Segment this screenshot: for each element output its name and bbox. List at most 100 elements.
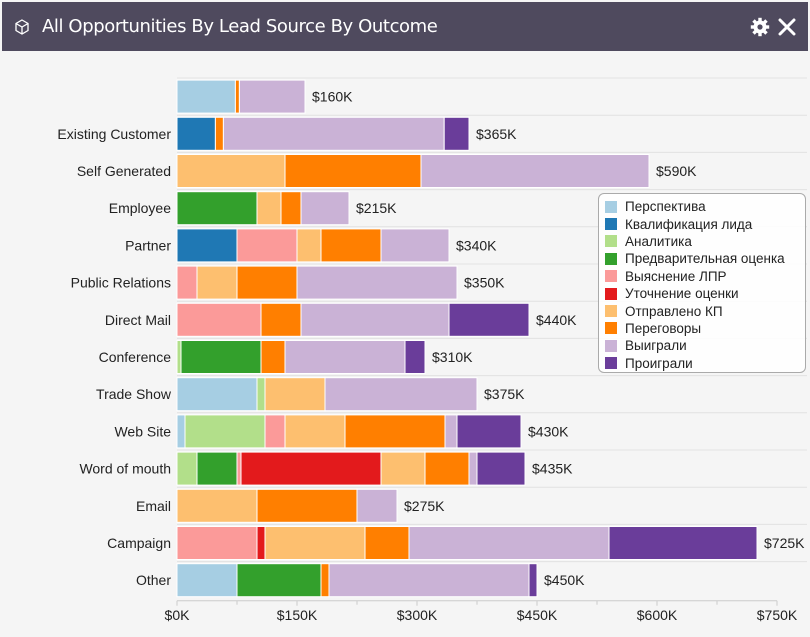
bar-segment	[264, 526, 366, 560]
bar-segment	[300, 191, 350, 226]
bar-segment	[176, 451, 198, 486]
bar-segment	[176, 79, 236, 114]
total-label: $590K	[656, 163, 697, 179]
bar-segment	[468, 451, 478, 486]
total-label: $310K	[432, 349, 473, 365]
x-tick-label: $300K	[397, 607, 438, 623]
legend-label: Квалификация лида	[625, 216, 753, 232]
legend-swatch	[605, 322, 617, 335]
bar-segment	[184, 414, 266, 449]
close-icon[interactable]	[778, 18, 796, 36]
total-label: $725K	[764, 535, 805, 551]
bar-segment	[236, 265, 298, 300]
bar-segment	[448, 302, 530, 337]
category-label: Direct Mail	[105, 312, 171, 328]
x-tick-label: $600K	[637, 607, 678, 623]
category-label: Campaign	[107, 535, 171, 551]
bar-segment	[176, 265, 198, 300]
bar-segment	[320, 563, 330, 598]
legend-label: Аналитика	[625, 233, 692, 249]
legend-item: Уточнение оценки	[605, 285, 805, 302]
bar-segment	[380, 228, 450, 263]
bar-segment	[344, 414, 446, 449]
bar-segment	[176, 340, 182, 374]
bar-segment	[196, 265, 238, 300]
legend-swatch	[605, 200, 617, 213]
legend-item: Выиграли	[605, 337, 805, 354]
category-label: Conference	[99, 349, 172, 365]
bar-segment	[238, 79, 306, 114]
total-label: $450K	[544, 572, 585, 588]
legend-label: Выиграли	[625, 338, 687, 354]
bar-segment	[284, 340, 406, 374]
bar-segment	[176, 116, 216, 151]
category-label: Web Site	[114, 423, 171, 439]
bar-segment	[214, 116, 224, 151]
category-label: Other	[136, 572, 171, 588]
dashlet-title: All Opportunities By Lead Source By Outc…	[42, 16, 438, 37]
legend-item: Переговоры	[605, 320, 805, 337]
bar-segment	[280, 191, 302, 226]
legend-item: Предварительная оценка	[605, 250, 805, 267]
legend-item: Аналитика	[605, 233, 805, 250]
bar-segment	[456, 414, 522, 449]
category-label: Employee	[109, 200, 171, 216]
bar-segment	[328, 563, 530, 598]
total-label: $275K	[404, 498, 445, 514]
legend-item: Отправлено КП	[605, 302, 805, 319]
bar-segment	[256, 191, 282, 226]
bar-segment	[260, 340, 286, 374]
bar-segment	[176, 191, 258, 226]
x-tick-label: $450K	[517, 607, 558, 623]
bar-segment	[420, 154, 650, 188]
category-label: Self Generated	[77, 163, 171, 179]
stacked-bar-chart: $160K Existing Customer $365K Self Generate…	[57, 77, 807, 623]
bar-segment	[380, 451, 426, 486]
legend-label: Уточнение оценки	[625, 286, 739, 302]
legend-swatch	[605, 305, 617, 318]
bar-segment	[176, 228, 238, 263]
bar-segment	[256, 488, 358, 523]
bar-segment	[236, 451, 242, 486]
bar-segment	[196, 451, 238, 486]
bar-segment	[260, 302, 302, 337]
total-label: $340K	[456, 237, 497, 253]
bar-segment	[408, 526, 610, 560]
bar-segment	[234, 79, 240, 114]
bar-segment	[264, 414, 286, 449]
x-tick-label: $150K	[277, 607, 318, 623]
bar-segment	[236, 563, 322, 598]
bar-segment	[176, 302, 262, 337]
legend-label: Перспектива	[625, 199, 706, 215]
legend-swatch	[605, 270, 617, 283]
legend-swatch	[605, 339, 617, 352]
bar-segment	[528, 563, 538, 598]
bar-segment	[264, 377, 326, 412]
bar-segment	[284, 154, 422, 188]
legend-swatch	[605, 357, 617, 370]
legend-swatch	[605, 252, 617, 265]
bar-segment	[176, 154, 286, 188]
legend-item: Перспектива	[605, 198, 805, 215]
gear-icon[interactable]	[750, 17, 770, 37]
total-label: $350K	[464, 275, 505, 291]
dashlet-header: All Opportunities By Lead Source By Outc…	[2, 2, 808, 51]
total-label: $160K	[312, 89, 353, 105]
bar-segment	[176, 563, 238, 598]
bar-segment	[608, 526, 758, 560]
legend-label: Проиграли	[625, 355, 693, 371]
total-label: $435K	[532, 461, 573, 477]
bar-segment	[240, 451, 382, 486]
category-label: Trade Show	[96, 386, 172, 402]
bar-segment	[364, 526, 410, 560]
bar-segment	[476, 451, 526, 486]
bar-segment	[256, 526, 266, 560]
total-label: $375K	[484, 386, 525, 402]
bar-segment	[176, 377, 258, 412]
bar-segment	[404, 340, 426, 374]
bar-segment	[424, 451, 470, 486]
bar-segment	[296, 265, 458, 300]
bar-segment	[176, 488, 258, 523]
bar-segment	[296, 228, 322, 263]
x-tick-label: $0K	[165, 607, 191, 623]
